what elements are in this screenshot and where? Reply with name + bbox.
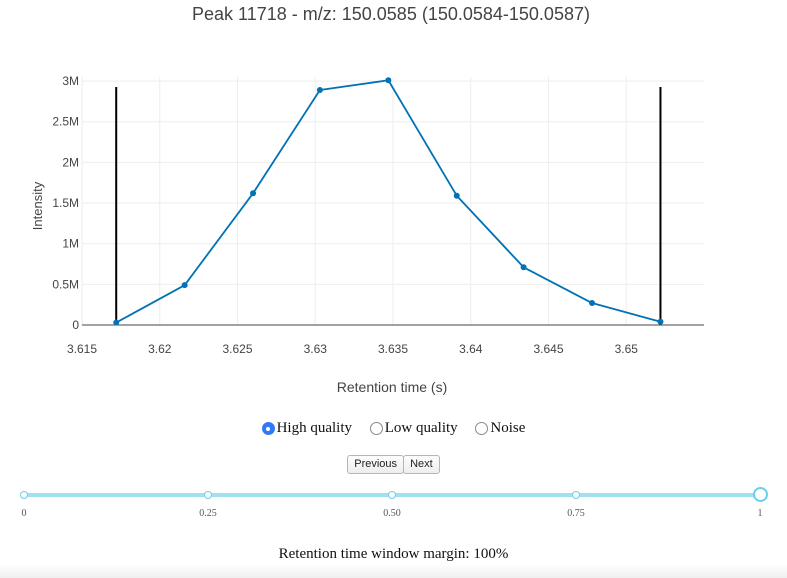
radio-low-quality-label: Low quality bbox=[384, 420, 458, 436]
series-layer bbox=[113, 77, 664, 326]
y-tick-label: 0 bbox=[72, 318, 79, 332]
bottom-shade bbox=[0, 564, 787, 578]
slider-mark[interactable] bbox=[572, 491, 580, 499]
slider-mark[interactable] bbox=[388, 491, 396, 499]
data-point bbox=[657, 318, 664, 325]
y-tick-label: 1.5M bbox=[52, 196, 79, 210]
peak-boundaries bbox=[115, 87, 662, 325]
x-tick-label: 3.63 bbox=[304, 342, 328, 356]
x-tick-label: 3.65 bbox=[615, 342, 639, 356]
radio-low-quality-indicator[interactable] bbox=[369, 422, 383, 435]
slider-tick-label: 0.75 bbox=[567, 508, 585, 519]
previous-button[interactable]: Previous bbox=[347, 455, 405, 474]
slider-tick-label: 1 bbox=[757, 508, 763, 519]
x-tick-label: 3.635 bbox=[378, 342, 408, 356]
y-tick-label: 3M bbox=[62, 74, 79, 88]
chromatogram-chart: 3.615 3.62 3.625 3.63 3.635 3.64 3.645 3.65 0 0.5… bbox=[30, 4, 704, 395]
chart-title: Peak 11718 - m/z: 150.0585 (150.0584-150… bbox=[192, 4, 590, 24]
radio-noise-label: Noise bbox=[490, 420, 526, 436]
slider-mark[interactable] bbox=[204, 491, 212, 499]
radio-noise-indicator[interactable] bbox=[475, 422, 489, 435]
x-tick-label: 3.645 bbox=[533, 342, 563, 356]
slider-mark[interactable] bbox=[20, 491, 28, 499]
data-point bbox=[453, 192, 460, 199]
margin-slider[interactable] bbox=[20, 487, 768, 502]
radio-high-quality[interactable]: High quality bbox=[261, 420, 352, 437]
data-point bbox=[385, 77, 392, 84]
x-tick-label: 3.625 bbox=[222, 342, 252, 356]
slider-tick-label: 0.25 bbox=[199, 508, 217, 519]
y-tick-label: 0.5M bbox=[52, 277, 79, 291]
data-point bbox=[520, 264, 527, 271]
y-axis-label: Intensity bbox=[30, 181, 45, 230]
data-point bbox=[589, 300, 596, 307]
x-axis-label: Retention time (s) bbox=[337, 379, 447, 395]
y-tick-label: 2M bbox=[62, 155, 79, 169]
radio-high-quality-indicator[interactable] bbox=[261, 422, 275, 435]
series-line bbox=[115, 79, 661, 324]
slider-tick-label: 0.50 bbox=[383, 508, 401, 519]
margin-readout: Retention time window margin: 100% bbox=[278, 546, 509, 562]
navigation-buttons: Previous Next bbox=[0, 455, 787, 474]
radio-low-quality[interactable]: Low quality bbox=[369, 420, 458, 437]
x-tick-label: 3.615 bbox=[67, 342, 97, 356]
y-tick-label: 2.5M bbox=[52, 115, 79, 129]
slider-handle[interactable] bbox=[753, 487, 768, 502]
data-point bbox=[316, 87, 323, 94]
y-tick-label: 1M bbox=[62, 237, 79, 251]
next-button[interactable]: Next bbox=[403, 455, 440, 474]
classification-radio-group: High quality Low quality Noise bbox=[0, 420, 787, 440]
data-point bbox=[250, 190, 257, 197]
x-tick-label: 3.64 bbox=[459, 342, 483, 356]
x-tick-label: 3.62 bbox=[148, 342, 172, 356]
axes: 3.615 3.62 3.625 3.63 3.635 3.64 3.645 3.65 0 0.5… bbox=[52, 74, 704, 356]
radio-noise[interactable]: Noise bbox=[475, 420, 525, 437]
slider-tick-label: 0 bbox=[21, 508, 27, 519]
data-point bbox=[113, 319, 120, 326]
data-point bbox=[181, 282, 188, 289]
radio-high-quality-label: High quality bbox=[276, 420, 352, 436]
grid bbox=[81, 77, 704, 325]
